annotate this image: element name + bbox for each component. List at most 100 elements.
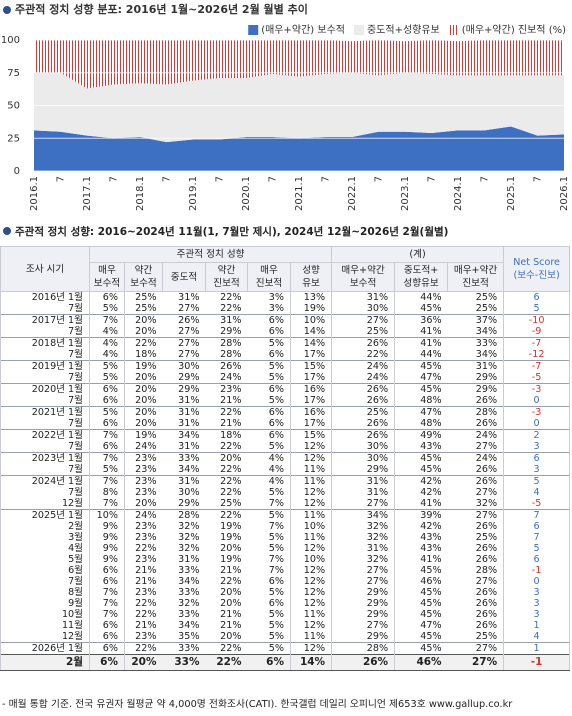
value-cell: 30% [178,487,200,498]
value-cell: 3% [268,303,284,314]
value-cell: 43% [420,543,442,554]
value-cell: 5% [89,464,125,476]
table-title: 주관적 정치 성향: 2016~2024년 11월(1, 7월만 제시), 20… [15,226,449,238]
value-cell: 5% [268,543,284,554]
value-cell: 19% [220,532,242,543]
value-cell: 22% [135,609,157,620]
header-cell: 약간 보수적 [124,262,163,292]
value-cell: 21% [220,395,242,406]
value-cell: 47% [394,406,448,418]
value-cell: 4% [247,452,291,464]
net-score-cell: 0 [503,418,571,430]
value-cell: 29% [162,383,206,395]
table-row: 2021년 1월 5% 20% 31% 22% 6% 16% 25% 47% 28% -3 [0,406,571,418]
value-cell: 21% [220,418,242,429]
value-cell: 27% [331,565,396,576]
value-cell: 15% [289,429,333,441]
x-tick-label: 7 [374,176,385,182]
value-cell: 45% [420,609,442,620]
value-cell: 29% [331,598,396,609]
net-score-cell: 5 [503,543,571,554]
value-cell: 26% [331,383,396,395]
period-cell: 12월 [0,498,90,510]
value-cell: 6% [268,576,284,587]
value-cell: 19% [124,429,163,441]
x-tick-label: 2023.1 [400,176,411,211]
period-cell: 7월 [0,418,90,430]
value-cell: 26% [475,395,498,406]
value-cell: 5% [268,441,284,452]
value-cell: 32% [178,532,200,543]
value-cell: 11% [289,464,333,476]
value-cell: 31% [331,475,396,487]
value-cell: 21% [220,565,242,576]
value-cell: 26% [447,475,504,487]
value-cell: 29% [331,464,396,476]
value-cell: 31% [162,291,206,303]
value-cell: 5% [268,372,284,383]
table-row: 6월 6% 21% 33% 21% 7% 12% 27% 45% 28% -1 [0,565,571,576]
period-cell: 5월 [0,554,90,565]
value-cell: 33% [178,609,200,620]
period-cell: 12월 [0,631,90,643]
table-row: 7월 6% 20% 31% 21% 6% 17% 26% 48% 26% 0 [0,418,571,430]
value-cell: 31% [162,406,206,418]
value-cell: 23% [135,532,157,543]
value-cell: 22% [220,441,242,452]
header-cell: 매우 진보적 [247,262,291,292]
x-tick-label: 7 [480,176,491,182]
value-cell: 23% [135,464,157,475]
value-cell: 11% [289,475,333,487]
value-cell: 27% [331,620,396,631]
value-cell: 21% [135,620,157,631]
value-cell: 6% [268,349,284,360]
value-cell: 6% [247,406,291,418]
value-cell: 7% [89,475,125,487]
period-cell: 2월 [0,521,90,532]
table-row: 2022년 1월 7% 19% 34% 18% 6% 15% 26% 49% 24% 2 [0,429,571,441]
period-cell: 2024년 1월 [0,475,90,487]
value-cell: 12% [289,452,333,464]
value-cell: 46% [420,576,442,587]
header-cell: 주관적 정치 성향 [88,246,333,263]
net-score-cell: 1 [503,620,571,631]
value-cell: 45% [420,587,442,598]
value-cell: 10% [289,554,333,565]
y-tick-label: 50 [7,101,20,112]
value-cell: 29% [178,498,200,509]
value-cell: 20% [220,631,242,642]
table-row: 2020년 1월 6% 20% 29% 23% 6% 16% 26% 45% 29% -3 [0,383,571,395]
value-cell: 29% [331,587,396,598]
value-cell: 12% [289,543,333,554]
header-cell: 매우+약간 진보적 [447,262,505,292]
table-row: 2026년 1월 6% 22% 33% 22% 5% 12% 28% 45% 27% 1 [0,642,571,655]
value-cell: 5% [247,642,291,655]
value-cell: 7% [268,498,284,509]
value-cell: 45% [420,631,442,642]
value-cell: 5% [89,303,125,315]
value-cell: 25% [331,326,396,338]
value-cell: 34% [162,429,206,441]
x-tick-label: 2022.1 [347,176,358,211]
x-tick-label: 2026.1 [559,176,570,211]
header-cell: 중도적+ 성향유보 [394,262,449,292]
value-cell: 5% [268,609,284,620]
net-score-cell: 6 [503,521,571,532]
value-cell: 6% [89,576,125,587]
value-cell: 6% [89,383,125,395]
value-cell: 23% [205,383,248,395]
net-score-cell: -1 [503,565,571,576]
period-cell: 4월 [0,543,90,554]
bullet [3,6,11,14]
value-cell: 24% [135,441,157,452]
value-cell: 19% [289,303,333,315]
table-row: 7월 5% 23% 34% 22% 4% 11% 29% 45% 26% 3 [0,464,571,476]
value-cell: 22% [205,642,248,655]
value-cell: 35% [178,631,200,642]
value-cell: 32% [331,532,396,543]
value-cell: 27% [447,509,504,521]
legend-label: (매우+약간) 보수적 [261,24,345,36]
period-cell: 7월 [0,326,90,338]
value-cell: 5% [247,509,291,521]
value-cell: 20% [124,406,163,418]
